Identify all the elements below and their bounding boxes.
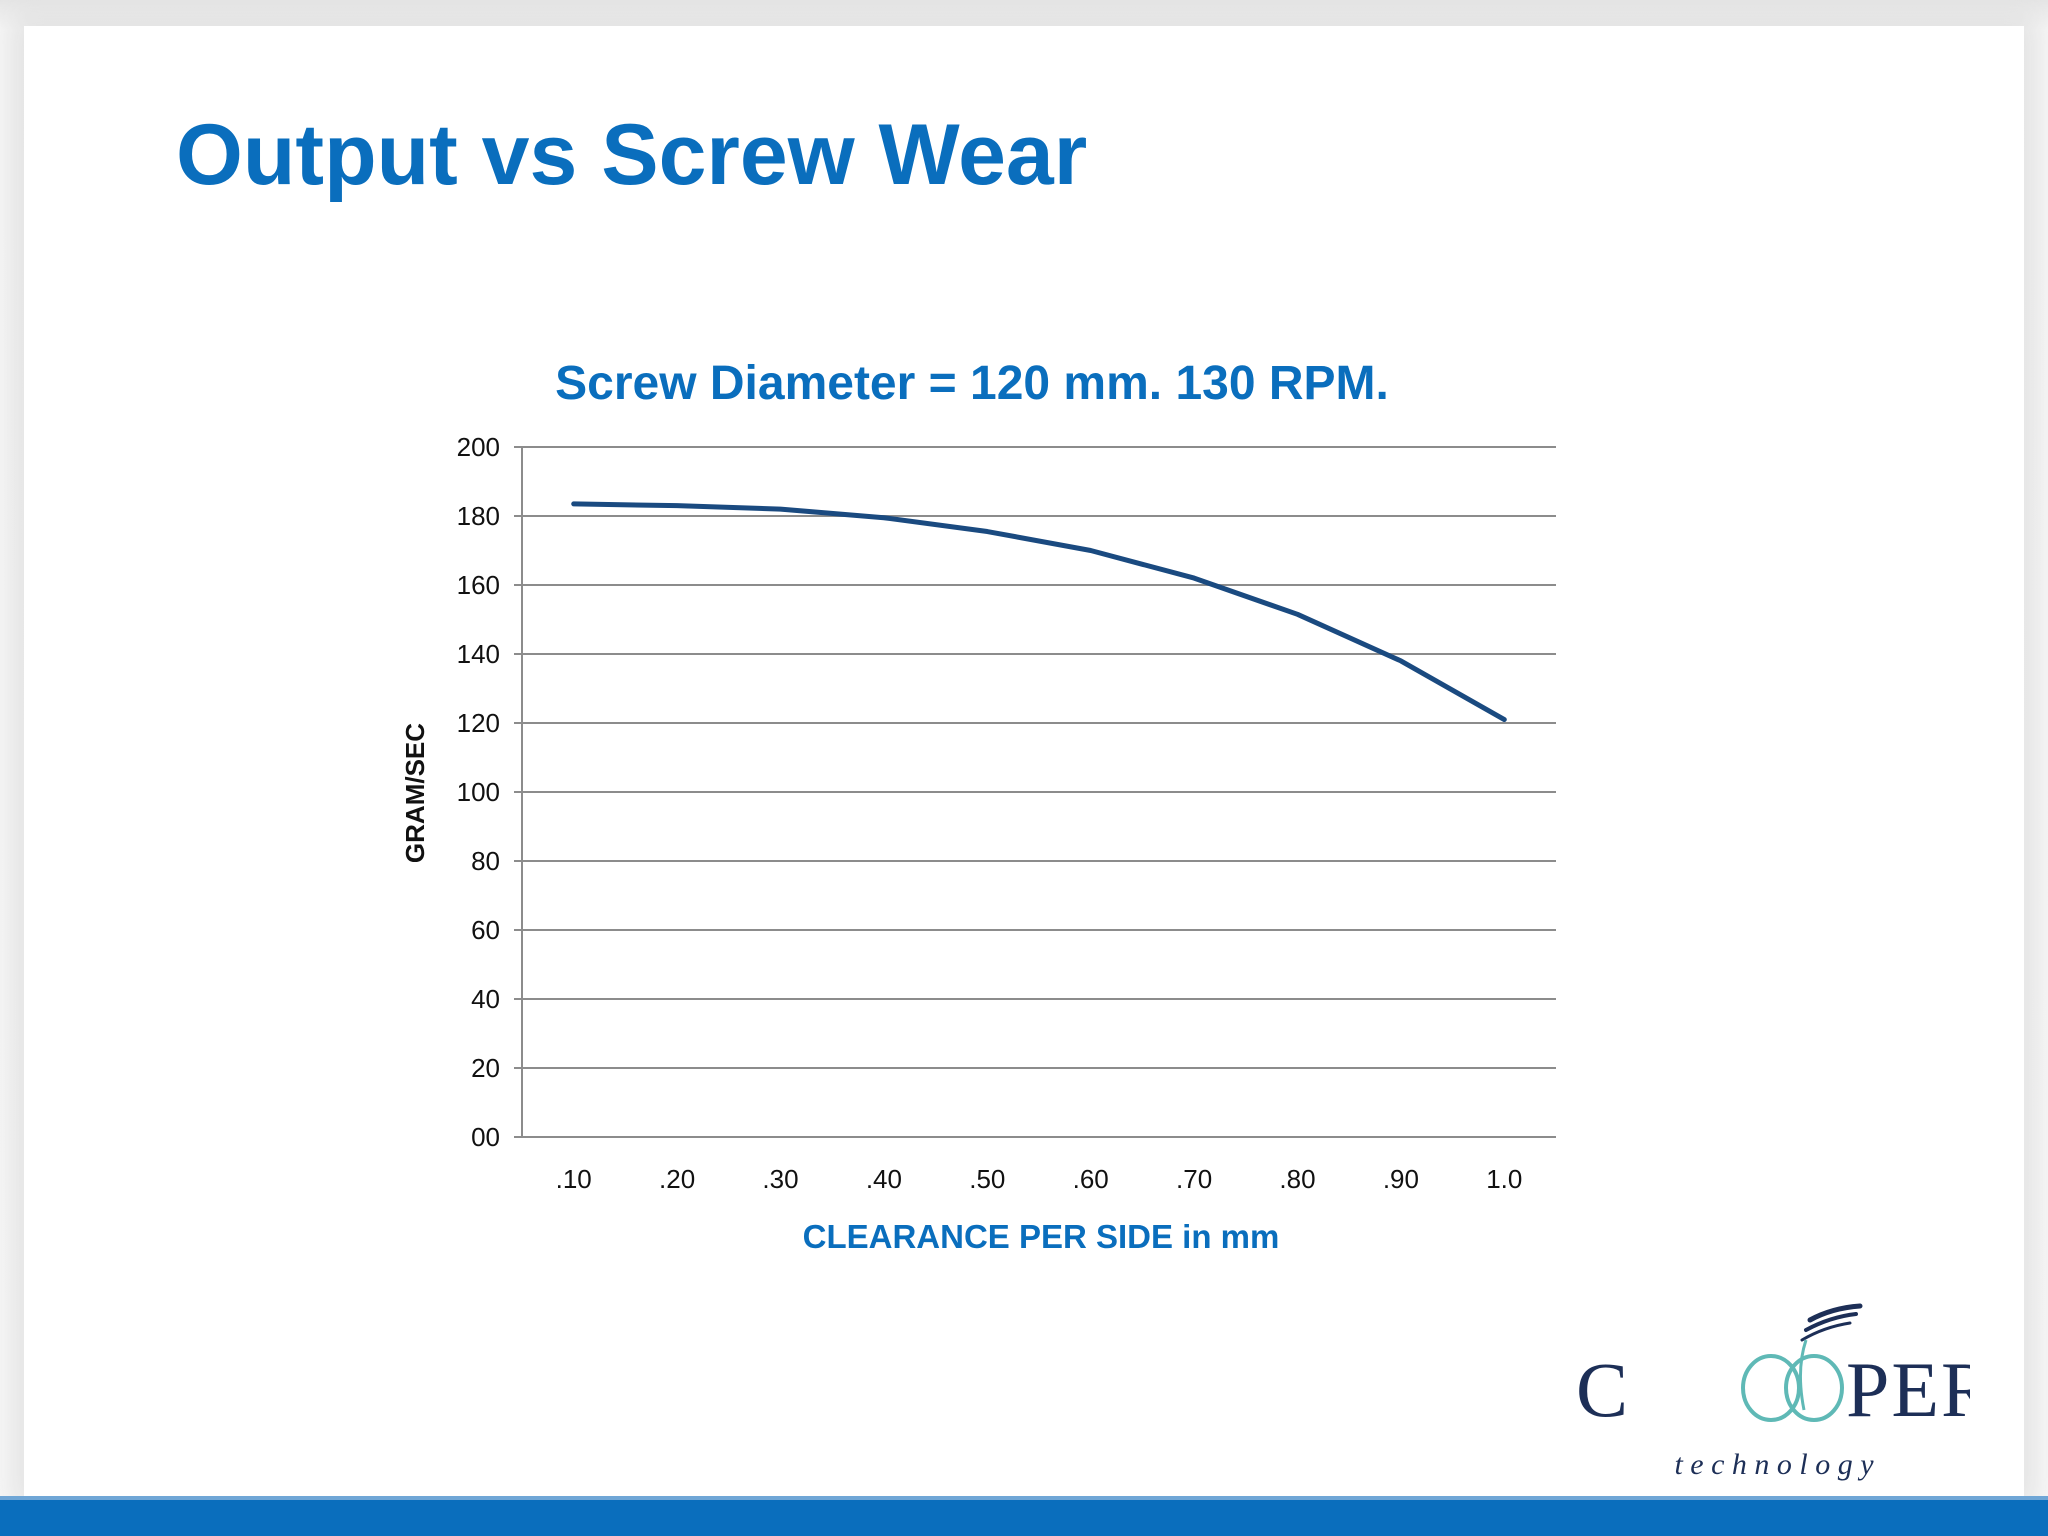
- logo-graphic: C PER t e c h n o l o g y: [1576, 1303, 1993, 1481]
- slide-canvas: [24, 26, 2024, 1496]
- logo-wordmark-left: C: [1576, 1346, 1630, 1433]
- y-tick-label: 20: [471, 1053, 500, 1083]
- x-tick-label: .90: [1383, 1164, 1419, 1194]
- x-tick-label: .20: [659, 1164, 695, 1194]
- series-layer: [571, 501, 1507, 723]
- y-tick-label: 80: [471, 846, 500, 876]
- y-tick-label: 140: [457, 639, 500, 669]
- x-tick-label: .50: [969, 1164, 1005, 1194]
- data-point: [1192, 576, 1196, 580]
- x-tick-label: .30: [762, 1164, 798, 1194]
- data-point: [779, 507, 782, 511]
- y-tick-label: 60: [471, 915, 500, 945]
- y-tick-label: 100: [457, 777, 500, 807]
- footer-bar: [0, 1496, 2048, 1536]
- logo-rings-icon: [1741, 1339, 1844, 1422]
- y-axis-label: GRAM/SEC: [400, 723, 430, 863]
- logo-tagline: t e c h n o l o g y: [1674, 1448, 1874, 1481]
- x-tick-label: .10: [556, 1164, 592, 1194]
- x-tick-label: .80: [1279, 1164, 1315, 1194]
- data-point: [985, 530, 989, 534]
- chart-title: Screw Diameter = 120 mm. 130 RPM.: [555, 357, 1389, 410]
- x-axis-label: CLEARANCE PER SIDE in mm: [803, 1218, 1280, 1255]
- data-point: [1296, 612, 1299, 616]
- cooper-technology-logo: C PER t e c h n o l o g y: [1570, 1300, 1993, 1490]
- x-tick-label: .40: [866, 1164, 902, 1194]
- data-point: [675, 504, 679, 508]
- data-point: [1502, 718, 1506, 722]
- data-point: [1399, 659, 1403, 663]
- gridlines: [514, 446, 1556, 1138]
- logo-wordmark-right: PER: [1846, 1346, 1970, 1433]
- y-tick-label: 160: [457, 570, 500, 600]
- data-point: [572, 502, 576, 506]
- data-point: [882, 516, 886, 520]
- y-tick-label: 40: [471, 984, 500, 1014]
- x-tick-label: .70: [1176, 1164, 1212, 1194]
- series-line: [571, 501, 1507, 723]
- x-tick-label: .60: [1073, 1164, 1109, 1194]
- slide-title: Output vs Screw Wear: [176, 107, 1088, 203]
- axes: [521, 447, 1556, 1138]
- data-point: [1089, 549, 1093, 552]
- x-tick-labels: .10 .20 .30 .40 .50 .60 .70 .80 .90 1.0: [556, 1164, 1523, 1194]
- y-tick-label: 120: [457, 708, 500, 738]
- y-tick-labels: 00 20 40 60 80 100 120 140 160 180 200: [457, 432, 500, 1152]
- y-tick-label: 00: [471, 1122, 500, 1152]
- logo-swoosh-icon: [1800, 1303, 1863, 1342]
- y-tick-label: 180: [457, 501, 500, 531]
- line-chart: Screw Diameter = 120 mm. 130 RPM. 00 20 40…: [400, 357, 1556, 1255]
- x-tick-label: 1.0: [1486, 1164, 1522, 1194]
- y-tick-label: 200: [457, 432, 500, 462]
